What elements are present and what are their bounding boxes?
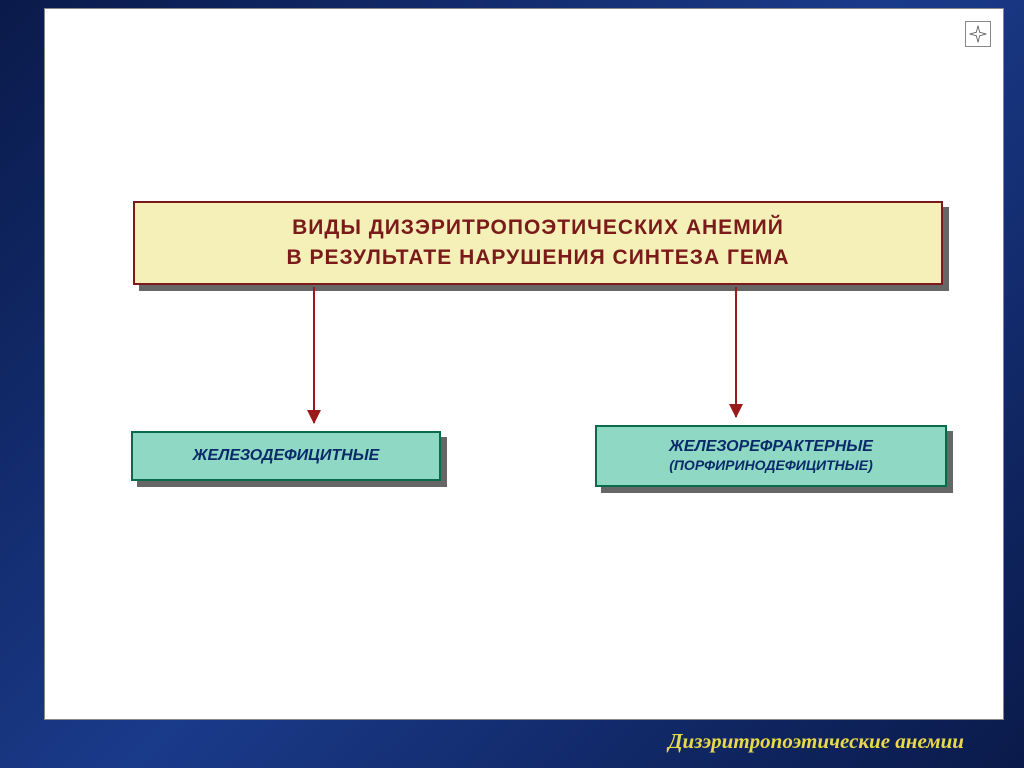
slide-canvas: ВИДЫ ДИЗЭРИТРОПОЭТИЧЕСКИХ АНЕМИЙ В РЕЗУЛ… xyxy=(44,8,1004,720)
left-child-box: ЖЕЛЕЗОДЕФИЦИТНЫЕ xyxy=(131,431,441,481)
arrow-to-left xyxy=(313,287,315,423)
right-child-box: ЖЕЛЕЗОРЕФРАКТЕРНЫЕ (ПОРФИРИНОДЕФИЦИТНЫЕ) xyxy=(595,425,947,487)
right-child-label: ЖЕЛЕЗОРЕФРАКТЕРНЫЕ xyxy=(669,437,873,457)
title-line-2: В РЕЗУЛЬТАТЕ НАРУШЕНИЯ СИНТЕЗА ГЕМА xyxy=(286,243,789,273)
arrow-to-right xyxy=(735,287,737,417)
footer-caption: Дизэритропоэтические анемии xyxy=(668,729,964,754)
compass-icon xyxy=(965,21,991,47)
title-line-1: ВИДЫ ДИЗЭРИТРОПОЭТИЧЕСКИХ АНЕМИЙ xyxy=(292,213,784,243)
left-child-label: ЖЕЛЕЗОДЕФИЦИТНЫЕ xyxy=(193,447,380,465)
title-box: ВИДЫ ДИЗЭРИТРОПОЭТИЧЕСКИХ АНЕМИЙ В РЕЗУЛ… xyxy=(133,201,943,285)
right-child-sublabel: (ПОРФИРИНОДЕФИЦИТНЫЕ) xyxy=(669,457,873,475)
